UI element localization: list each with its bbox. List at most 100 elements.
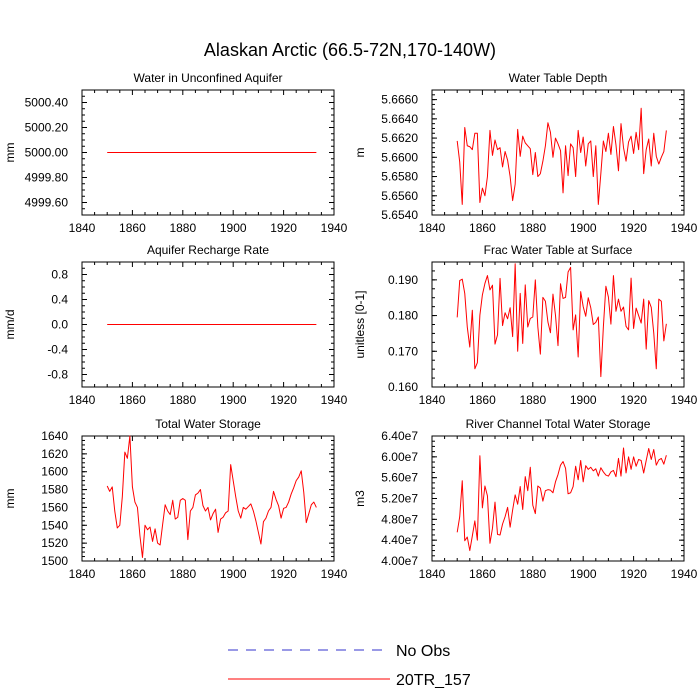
x-tick-label: 1860 [469, 393, 496, 407]
x-tick-label: 1940 [321, 567, 348, 581]
panel-title: Frac Water Table at Surface [484, 243, 633, 257]
chart-panels: Water in Unconfined Aquifer mm 1840 1860 188… [3, 71, 698, 581]
x-tick-label: 1900 [570, 567, 597, 581]
x-tick-label: 1880 [519, 567, 546, 581]
chart-panel-3: Aquifer Recharge Rate mm/d 1840 1860 1880 190… [3, 243, 348, 407]
x-tick-label: 1940 [671, 221, 698, 235]
y-tick-label: 1540 [41, 518, 68, 532]
x-tick-label: 1880 [519, 221, 546, 235]
y-tick-label: 0.180 [388, 309, 418, 323]
x-tick-label: 1920 [270, 567, 297, 581]
chart-panel-2: Water Table Depth m 1840 1860 1880 1900 1920 19… [353, 71, 698, 235]
y-tick-label: 1640 [41, 429, 68, 443]
x-tick-label: 1860 [469, 221, 496, 235]
legend-label-20tr-157: 20TR_157 [396, 672, 471, 689]
x-tick-label: 1840 [69, 221, 96, 235]
y-tick-label: 1520 [41, 536, 68, 550]
y-tick-label: 5.6640 [381, 112, 418, 126]
x-tick-label: 1860 [119, 567, 146, 581]
x-tick-label: 1900 [570, 221, 597, 235]
y-tick-label: 6.00e7 [381, 450, 418, 464]
legend: No Obs 20TR_157 [228, 643, 471, 689]
panel-title: Aquifer Recharge Rate [147, 243, 269, 257]
chart-panel-6: River Channel Total Water Storage m3 1840 1… [353, 417, 698, 581]
y-tick-label: 0.8 [51, 268, 68, 282]
chart-panel-5: Total Water Storage mm 1840 1860 1880 1900 192… [3, 417, 348, 581]
y-tick-label: 5.6620 [381, 131, 418, 145]
x-tick-label: 1880 [169, 567, 196, 581]
series-line-20tr-157 [456, 107, 667, 205]
x-tick-label: 1920 [620, 567, 647, 581]
x-tick-label: 1900 [220, 221, 247, 235]
chart-panel-1: Water in Unconfined Aquifer mm 1840 1860 188… [3, 71, 348, 235]
y-axis-label: mm/d [3, 310, 17, 340]
figure-title: Alaskan Arctic (66.5-72N,170-140W) [204, 40, 496, 60]
x-tick-label: 1860 [119, 393, 146, 407]
y-tick-label: 6.40e7 [381, 429, 418, 443]
x-tick-label: 1880 [519, 393, 546, 407]
y-tick-label: 0.170 [388, 344, 418, 358]
x-tick-label: 1900 [570, 393, 597, 407]
y-axis-label: mm [3, 143, 17, 163]
y-tick-label: 5.6660 [381, 93, 418, 107]
chart-panel-4: Frac Water Table at Surface unitless [0-1… [353, 243, 698, 407]
panel-title: River Channel Total Water Storage [466, 417, 651, 431]
plot-frame [431, 261, 685, 388]
series-line-20tr-157 [106, 435, 317, 558]
series-line-20tr-157 [456, 447, 667, 552]
y-tick-label: 4999.80 [25, 171, 69, 185]
y-tick-label: 0.190 [388, 273, 418, 287]
x-tick-label: 1860 [469, 567, 496, 581]
x-tick-label: 1860 [119, 221, 146, 235]
x-tick-label: 1840 [419, 221, 446, 235]
x-tick-label: 1940 [671, 393, 698, 407]
y-tick-label: 1580 [41, 483, 68, 497]
x-tick-label: 1900 [220, 393, 247, 407]
y-axis-label: m3 [353, 490, 367, 507]
y-axis-label: mm [3, 489, 17, 509]
y-tick-label: 5.20e7 [381, 492, 418, 506]
x-tick-label: 1840 [69, 393, 96, 407]
y-tick-label: 5.6560 [381, 189, 418, 203]
y-tick-label: 5000.40 [25, 96, 69, 110]
y-axis-label: m [353, 148, 367, 158]
y-tick-label: 4.00e7 [381, 554, 418, 568]
x-tick-label: 1840 [69, 567, 96, 581]
y-tick-label: 0.4 [51, 293, 68, 307]
y-tick-label: 5.6600 [381, 150, 418, 164]
x-tick-label: 1900 [220, 567, 247, 581]
legend-label-no-obs: No Obs [396, 643, 450, 660]
panel-title: Total Water Storage [155, 417, 261, 431]
y-tick-label: 4.40e7 [381, 533, 418, 547]
x-tick-label: 1840 [419, 567, 446, 581]
y-tick-label: 0.160 [388, 380, 418, 394]
x-tick-label: 1880 [169, 221, 196, 235]
x-tick-label: 1920 [270, 393, 297, 407]
y-tick-label: 5.6580 [381, 170, 418, 184]
y-axis-label: unitless [0-1] [353, 290, 367, 358]
y-tick-label: 5000.00 [25, 146, 69, 160]
y-tick-label: 0.0 [51, 318, 68, 332]
panel-title: Water in Unconfined Aquifer [134, 71, 283, 85]
y-tick-label: 1560 [41, 500, 68, 514]
y-tick-label: 4999.60 [25, 196, 69, 210]
x-tick-label: 1920 [270, 221, 297, 235]
x-tick-label: 1880 [169, 393, 196, 407]
panel-title: Water Table Depth [509, 71, 608, 85]
x-tick-label: 1920 [620, 393, 647, 407]
plot-frame [431, 435, 685, 562]
y-tick-label: 5.60e7 [381, 471, 418, 485]
y-tick-label: 5000.20 [25, 121, 69, 135]
x-tick-label: 1940 [321, 393, 348, 407]
x-tick-label: 1940 [671, 567, 698, 581]
y-tick-label: 1600 [41, 465, 68, 479]
y-tick-label: 4.80e7 [381, 512, 418, 526]
y-tick-label: 1620 [41, 447, 68, 461]
y-tick-label: -0.4 [47, 343, 68, 357]
plot-frame [81, 435, 335, 562]
x-tick-label: 1840 [419, 393, 446, 407]
x-tick-label: 1920 [620, 221, 647, 235]
y-tick-label: -0.8 [47, 368, 68, 382]
y-tick-label: 1500 [41, 554, 68, 568]
